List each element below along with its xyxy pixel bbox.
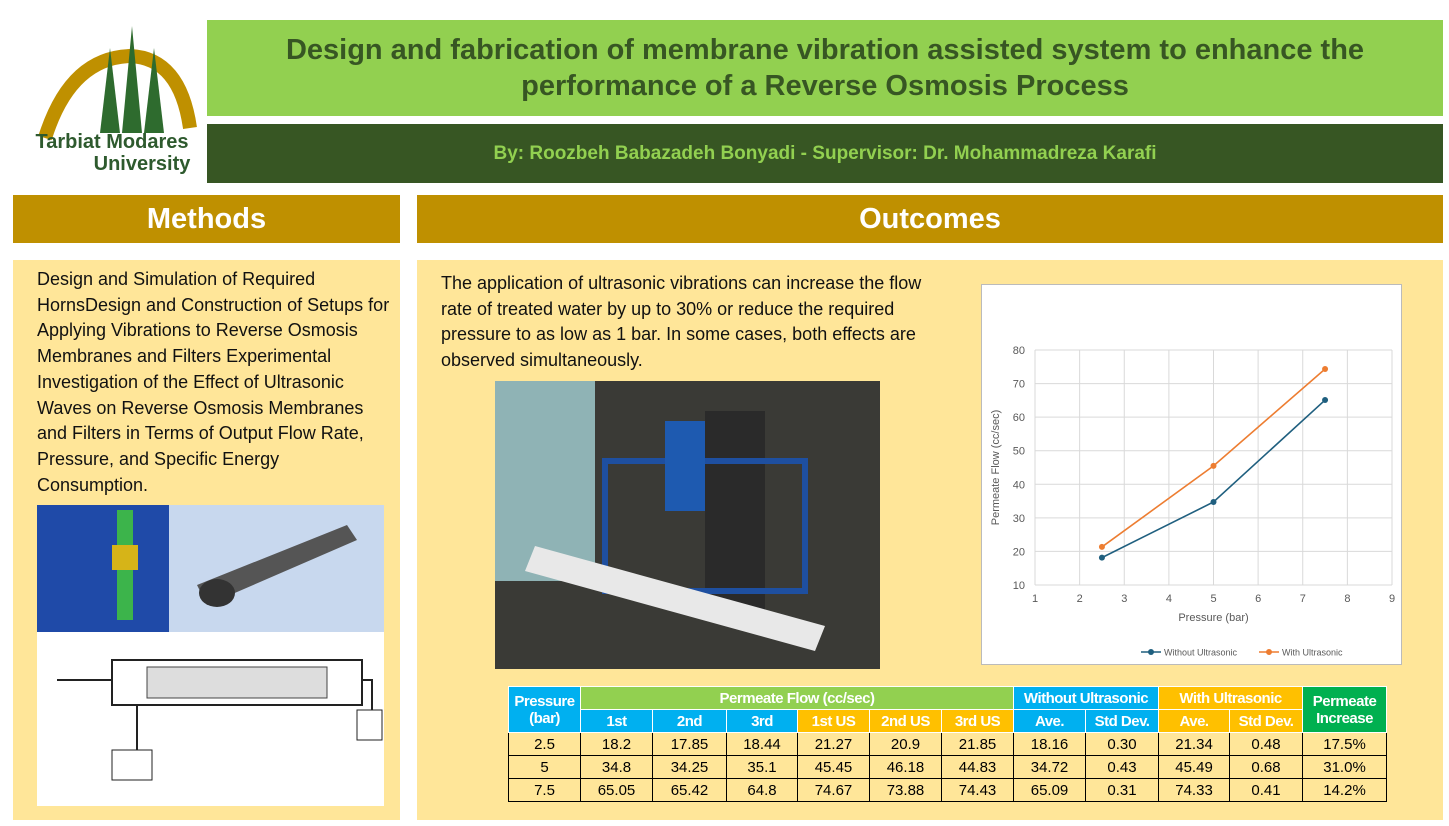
y-tick-label: 40 — [1013, 479, 1025, 491]
table-cell: 74.67 — [797, 778, 870, 802]
table-cell: 18.44 — [726, 732, 798, 756]
chart: 10 20 30 40 50 60 70 80 1 2 3 4 5 6 7 8 9 Pressure (bar) P… — [990, 345, 1395, 658]
legend-label: Without Ultrasonic — [1164, 648, 1238, 658]
x-tick-label: 7 — [1300, 593, 1306, 605]
x-tick-label: 8 — [1344, 593, 1350, 605]
methods-text: Design and Simulation of Required HornsD… — [37, 269, 390, 495]
table-header: With Ultrasonic — [1158, 686, 1304, 710]
logo-text: University — [94, 153, 192, 175]
table-cell: 74.43 — [940, 778, 1015, 802]
table-cell: 73.88 — [869, 778, 942, 802]
table-cell: 64.8 — [726, 778, 798, 802]
table-cell: 20.9 — [869, 732, 942, 756]
byline: By: Roozbeh Babazadeh Bonyadi - Supervis… — [207, 124, 1443, 183]
table-header: Pressure (bar) — [508, 686, 581, 733]
table-header: Ave. — [1013, 709, 1087, 733]
methods-heading: Methods — [13, 195, 400, 243]
table-cell: 2.5 — [508, 732, 581, 756]
outcomes-heading: Outcomes — [417, 195, 1443, 243]
legend-label: With Ultrasonic — [1282, 648, 1343, 658]
legend-marker — [1148, 649, 1154, 655]
legend-marker — [1266, 649, 1272, 655]
data-point — [1322, 397, 1329, 404]
table-cell: 65.05 — [580, 778, 653, 802]
table-cell: 0.48 — [1229, 732, 1304, 756]
table-cell: 35.1 — [726, 755, 798, 779]
outcomes-text: The application of ultrasonic vibrations… — [441, 273, 922, 371]
logo-text: Tarbiat Modares — [36, 131, 189, 153]
table-cell: 14.2% — [1302, 778, 1388, 802]
table-row: 5 34.8 34.25 35.1 45.45 46.18 44.83 34.72 0.43 45… — [508, 755, 1388, 779]
table-cell: 17.5% — [1302, 732, 1388, 756]
table-cell: 31.0% — [1302, 755, 1388, 779]
table-cell: 0.30 — [1085, 732, 1160, 756]
table-cell: 0.41 — [1229, 778, 1304, 802]
table-cell: 44.83 — [940, 755, 1015, 779]
table-cell: 21.34 — [1158, 732, 1231, 756]
table-header: 3rd — [726, 709, 798, 733]
table-cell: 34.25 — [652, 755, 727, 779]
table-header: Without Ultrasonic — [1013, 686, 1160, 710]
table-cell: 0.31 — [1085, 778, 1160, 802]
table-cell: 18.2 — [580, 732, 653, 756]
table-cell: 74.33 — [1158, 778, 1231, 802]
table-row: 7.5 65.05 65.42 64.8 74.67 73.88 74.43 65.09 0.3… — [508, 778, 1388, 802]
table-cell: 17.85 — [652, 732, 727, 756]
table-cell: 18.16 — [1013, 732, 1087, 756]
data-point — [1098, 554, 1105, 561]
data-point — [1210, 499, 1217, 506]
table-cell: 0.43 — [1085, 755, 1160, 779]
y-axis-title: Permeate Flow (cc/sec) — [990, 410, 1002, 526]
results-table: Pressure (bar) Permeate Flow (cc/sec) Wi… — [508, 686, 1388, 802]
table-cell: 65.09 — [1013, 778, 1087, 802]
table-header: 3rd US — [940, 709, 1015, 733]
x-tick-label: 9 — [1389, 593, 1395, 605]
x-tick-label: 2 — [1077, 593, 1083, 605]
y-tick-label: 80 — [1013, 345, 1025, 357]
logo: Tarbiat Modares University — [36, 26, 197, 175]
table-cell: 45.49 — [1158, 755, 1231, 779]
x-axis-title: Pressure (bar) — [1178, 612, 1248, 624]
table-cell: 7.5 — [508, 778, 581, 802]
table-header: 1st US — [797, 709, 870, 733]
table-header: 2nd — [652, 709, 727, 733]
y-tick-label: 60 — [1013, 412, 1025, 424]
y-tick-label: 10 — [1013, 580, 1025, 592]
y-tick-label: 50 — [1013, 446, 1025, 458]
table-row: 2.5 18.2 17.85 18.44 21.27 20.9 21.85 18.16 0.30… — [508, 732, 1388, 756]
table-header: Permeate Increase — [1302, 686, 1388, 733]
table-cell: 21.27 — [797, 732, 870, 756]
data-point — [1322, 366, 1329, 373]
table-cell: 34.8 — [580, 755, 653, 779]
setup-photo — [495, 381, 880, 669]
title: Design and fabrication of membrane vibra… — [207, 20, 1443, 116]
y-tick-label: 30 — [1013, 513, 1025, 525]
x-tick-label: 3 — [1121, 593, 1127, 605]
x-tick-label: 1 — [1032, 593, 1038, 605]
methods-figures — [37, 505, 384, 806]
x-tick-label: 6 — [1255, 593, 1261, 605]
table-header: Ave. — [1158, 709, 1231, 733]
table-cell: 34.72 — [1013, 755, 1087, 779]
chart-frame — [981, 284, 1402, 665]
x-tick-label: 5 — [1210, 593, 1216, 605]
table-cell: 0.68 — [1229, 755, 1304, 779]
y-tick-label: 70 — [1013, 379, 1025, 391]
data-point — [1098, 543, 1105, 550]
table-cell: 46.18 — [869, 755, 942, 779]
table-cell: 45.45 — [797, 755, 870, 779]
table-cell: 5 — [508, 755, 581, 779]
table-header: Std Dev. — [1085, 709, 1160, 733]
table-cell: 65.42 — [652, 778, 727, 802]
table-header: 2nd US — [869, 709, 942, 733]
table-cell: 21.85 — [940, 732, 1015, 756]
data-point — [1210, 462, 1217, 469]
x-tick-label: 4 — [1166, 593, 1172, 605]
y-tick-label: 20 — [1013, 546, 1025, 558]
table-header: 1st — [580, 709, 653, 733]
table-header: Permeate Flow (cc/sec) — [579, 686, 1015, 710]
table-header: Std Dev. — [1229, 709, 1304, 733]
